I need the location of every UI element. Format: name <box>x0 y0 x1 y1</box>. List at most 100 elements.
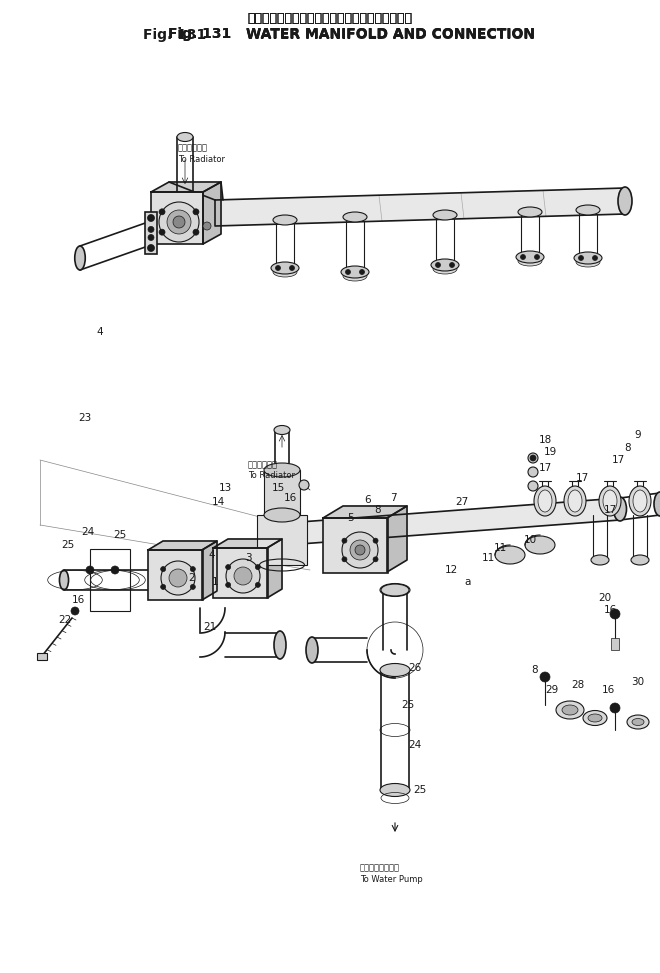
Circle shape <box>290 266 294 270</box>
Text: 1: 1 <box>212 577 218 587</box>
Circle shape <box>159 209 165 215</box>
Bar <box>37 653 47 660</box>
Circle shape <box>255 583 260 588</box>
Circle shape <box>111 566 119 574</box>
Polygon shape <box>148 541 217 550</box>
Circle shape <box>226 559 260 593</box>
Text: ウォータポンプへ: ウォータポンプへ <box>360 863 400 873</box>
Circle shape <box>159 230 165 235</box>
Ellipse shape <box>516 251 544 263</box>
Bar <box>145 212 157 254</box>
Ellipse shape <box>574 252 602 264</box>
Text: 9: 9 <box>635 430 642 440</box>
Text: 8: 8 <box>532 665 539 675</box>
Ellipse shape <box>538 490 552 512</box>
Circle shape <box>299 480 309 490</box>
Text: ラジエータへ: ラジエータへ <box>178 143 208 153</box>
Text: ウォータ　マニホールド　および　コネクション: ウォータ マニホールド および コネクション <box>248 12 412 24</box>
Text: 17: 17 <box>603 505 616 515</box>
Ellipse shape <box>518 256 542 266</box>
Ellipse shape <box>631 555 649 565</box>
Ellipse shape <box>525 536 555 554</box>
Text: 22: 22 <box>58 615 72 625</box>
Text: 20: 20 <box>599 593 612 603</box>
Circle shape <box>342 538 347 543</box>
Text: ラジエータへ: ラジエータへ <box>248 460 278 470</box>
Circle shape <box>226 583 230 588</box>
Circle shape <box>167 210 191 234</box>
Ellipse shape <box>534 486 556 516</box>
Ellipse shape <box>380 783 410 797</box>
Polygon shape <box>151 182 221 192</box>
Circle shape <box>355 545 365 555</box>
Ellipse shape <box>274 631 286 659</box>
Ellipse shape <box>591 555 609 565</box>
Text: 23: 23 <box>79 413 92 423</box>
Polygon shape <box>323 506 407 518</box>
Circle shape <box>147 214 154 222</box>
Text: 12: 12 <box>444 565 457 575</box>
Circle shape <box>190 585 195 590</box>
Circle shape <box>530 455 536 461</box>
Circle shape <box>148 227 154 233</box>
Text: Fig. 131: Fig. 131 <box>168 27 232 41</box>
Text: To Radiator: To Radiator <box>178 155 225 163</box>
Text: 29: 29 <box>545 685 558 695</box>
Circle shape <box>540 672 550 682</box>
Polygon shape <box>213 539 282 548</box>
Text: 16: 16 <box>71 595 84 605</box>
Circle shape <box>373 557 378 561</box>
Ellipse shape <box>654 492 660 516</box>
Text: 19: 19 <box>543 447 556 457</box>
Text: 10: 10 <box>523 535 537 545</box>
Text: 21: 21 <box>203 622 216 632</box>
Text: 25: 25 <box>413 785 426 795</box>
Text: 28: 28 <box>572 680 585 690</box>
Circle shape <box>160 566 166 571</box>
Ellipse shape <box>588 714 602 722</box>
Circle shape <box>160 585 166 590</box>
Circle shape <box>255 564 260 569</box>
Circle shape <box>342 557 347 561</box>
Text: Fig. 131: Fig. 131 <box>143 28 207 42</box>
Text: 8: 8 <box>624 443 632 453</box>
Text: 24: 24 <box>81 527 94 537</box>
Circle shape <box>350 540 370 560</box>
Text: 4: 4 <box>209 550 215 560</box>
Ellipse shape <box>177 132 193 141</box>
Ellipse shape <box>618 187 632 215</box>
Ellipse shape <box>431 259 459 271</box>
Text: WATER MANIFOLD AND CONNECTION: WATER MANIFOLD AND CONNECTION <box>246 27 535 41</box>
Ellipse shape <box>564 486 586 516</box>
Text: Fig. 131: Fig. 131 <box>168 27 232 41</box>
Text: 17: 17 <box>576 473 589 483</box>
Ellipse shape <box>562 705 578 715</box>
Text: WATER MANIFOLD AND CONNECTION: WATER MANIFOLD AND CONNECTION <box>246 27 535 41</box>
Text: 26: 26 <box>409 663 422 673</box>
Circle shape <box>610 703 620 713</box>
Ellipse shape <box>433 210 457 220</box>
Ellipse shape <box>627 715 649 729</box>
Text: 8: 8 <box>375 505 381 515</box>
Ellipse shape <box>274 425 290 435</box>
Text: 7: 7 <box>389 493 396 503</box>
Circle shape <box>360 270 364 274</box>
Text: 11: 11 <box>481 553 494 563</box>
Ellipse shape <box>306 637 318 663</box>
Bar <box>148 550 203 600</box>
Circle shape <box>521 255 525 260</box>
Text: 16: 16 <box>283 493 296 503</box>
Text: 15: 15 <box>271 483 284 493</box>
Ellipse shape <box>380 664 410 676</box>
Text: 25: 25 <box>401 700 414 710</box>
Text: ウォータ　マニホールド　および　コネクション: ウォータ マニホールド および コネクション <box>248 12 412 24</box>
Circle shape <box>535 255 539 260</box>
Circle shape <box>373 538 378 543</box>
Text: 24: 24 <box>409 740 422 750</box>
Text: 6: 6 <box>365 495 372 505</box>
Circle shape <box>193 230 199 235</box>
Text: a: a <box>465 577 471 587</box>
Text: 2: 2 <box>189 573 195 583</box>
Ellipse shape <box>599 486 621 516</box>
Circle shape <box>203 222 211 230</box>
